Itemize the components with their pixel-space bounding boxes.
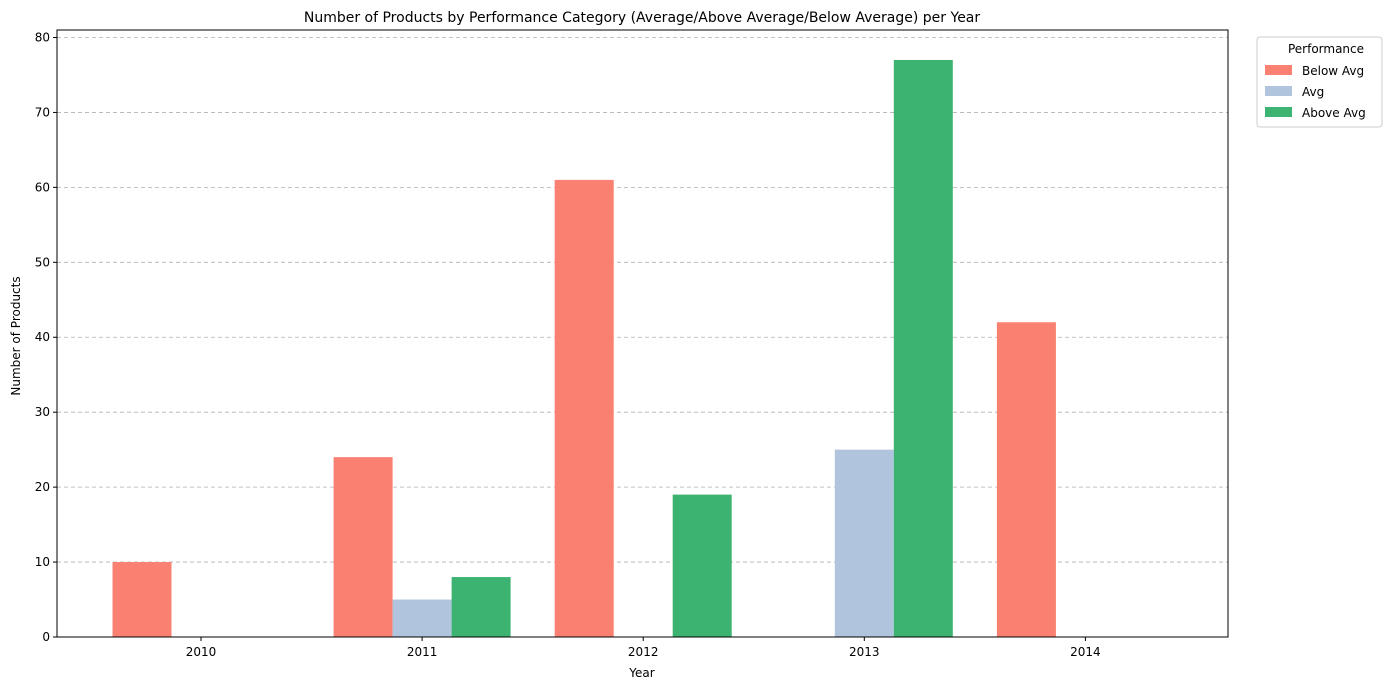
y-tick-label: 40	[35, 330, 50, 344]
legend-frame	[1256, 36, 1383, 128]
x-tick-label: 2013	[849, 645, 880, 659]
bars	[112, 59, 1056, 638]
bar-below-avg-2012	[554, 179, 614, 638]
bar-above-avg-2013	[893, 59, 953, 638]
x-axis: 2010 2011 2012 2013 2014	[186, 637, 1101, 659]
y-tick-label: 50	[35, 255, 50, 269]
y-tick-label: 20	[35, 480, 50, 494]
legend-label-above-avg: Above Avg	[1302, 106, 1366, 120]
y-tick-label: 80	[35, 30, 50, 44]
bar-below-avg-2010	[112, 562, 172, 637]
y-tick-label: 0	[42, 630, 50, 644]
bar-above-avg-2011	[451, 577, 511, 637]
chart-title: Number of Products by Performance Catego…	[304, 10, 981, 26]
bar-below-avg-2011	[333, 457, 393, 637]
y-axis: 0 10 20 30 40 50 60 70 80	[35, 30, 57, 644]
bar-avg-2013	[834, 449, 894, 637]
bar-below-avg-2014	[996, 322, 1056, 637]
x-tick-label: 2014	[1070, 645, 1101, 659]
y-tick-label: 30	[35, 405, 50, 419]
x-tick-label: 2011	[407, 645, 438, 659]
y-axis-label: Number of Products	[9, 276, 23, 395]
plot-area	[56, 29, 1229, 638]
legend-label-below-avg: Below Avg	[1302, 64, 1364, 78]
legend: Performance Below Avg Avg Above Avg	[1256, 36, 1383, 128]
legend-swatch-avg	[1265, 86, 1292, 96]
y-tick-label: 10	[35, 555, 50, 569]
bar-above-avg-2012	[672, 494, 732, 637]
legend-swatch-above-avg	[1265, 107, 1292, 117]
x-axis-label: Year	[628, 666, 654, 680]
bar-avg-2011	[392, 599, 452, 637]
x-tick-label: 2010	[186, 645, 217, 659]
legend-swatch-below-avg	[1265, 65, 1292, 75]
legend-title: Performance	[1288, 42, 1364, 56]
y-tick-label: 70	[35, 105, 50, 119]
legend-label-avg: Avg	[1302, 85, 1324, 99]
y-tick-label: 60	[35, 180, 50, 194]
x-tick-label: 2012	[628, 645, 659, 659]
